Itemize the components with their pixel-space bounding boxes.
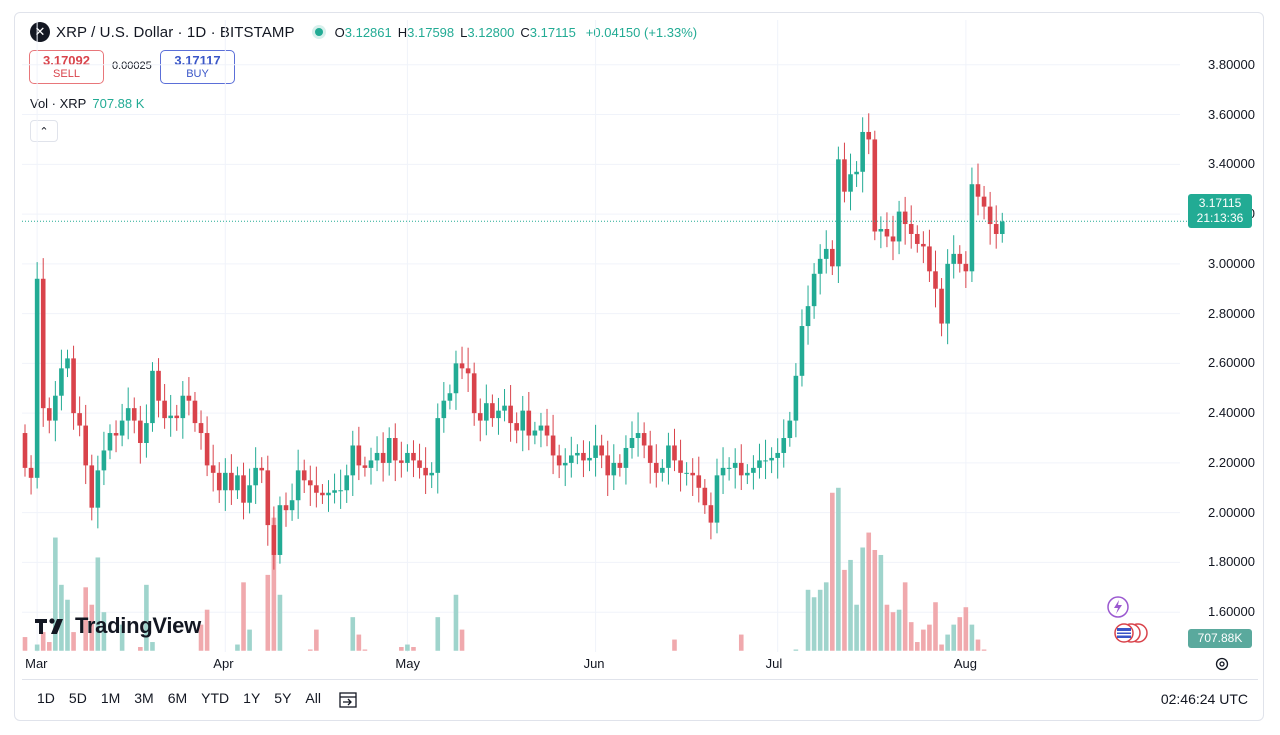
high-label: H	[397, 24, 408, 40]
tradingview-logo-icon	[35, 618, 63, 634]
low-value: 3.12800	[467, 24, 515, 40]
change-value: +0.04150 (+1.33%)	[585, 24, 698, 40]
open-label: O	[334, 24, 345, 40]
xrp-x-icon[interactable]: ✕	[30, 22, 50, 42]
x-tick-label: Aug	[953, 656, 977, 671]
toolbar-separator	[22, 679, 1258, 680]
y-tick-label: 3.00000	[1208, 255, 1255, 271]
range-3m[interactable]: 3M	[134, 690, 154, 706]
range-5y[interactable]: 5Y	[274, 690, 292, 706]
x-tick-label: Jun	[583, 656, 605, 671]
settings-gear-icon[interactable]	[1214, 656, 1230, 672]
range-toolbar: 1D 5D 1M 3M 6M YTD 1Y 5Y All	[30, 690, 328, 706]
y-tick-label: 3.60000	[1208, 106, 1255, 122]
market-status-dot[interactable]	[314, 28, 323, 36]
tradingview-logo-text: TradingView	[75, 613, 201, 638]
low-label: L	[460, 24, 468, 40]
volume-label: Vol · XRP	[30, 96, 87, 111]
open-value: 3.12861	[344, 24, 392, 40]
sell-price: 3.17092	[43, 53, 90, 68]
close-label: C	[520, 24, 530, 40]
chevron-up-icon: ⌃	[39, 125, 49, 138]
high-value: 3.17598	[407, 24, 455, 40]
collapse-legend-button[interactable]: ⌃	[30, 120, 58, 142]
x-tick-label: Apr	[213, 656, 234, 671]
bar-countdown: 21:13:36	[1196, 211, 1244, 225]
y-tick-label: 2.20000	[1208, 454, 1255, 470]
y-tick-label: 3.80000	[1208, 56, 1255, 72]
close-value: 3.17115	[529, 24, 576, 40]
spread-value: 0.00025	[112, 60, 152, 72]
range-1m[interactable]: 1M	[100, 690, 121, 706]
tradingview-logo[interactable]: TradingView	[33, 613, 201, 639]
y-tick-label: 1.60000	[1208, 604, 1255, 620]
range-1d[interactable]: 1D	[37, 690, 55, 706]
symbol-header: ✕ XRP / U.S. Dollar · 1D · BITSTAMP O3.1…	[30, 22, 697, 42]
buy-button[interactable]: 3.17117 BUY	[160, 50, 235, 84]
range-all[interactable]: All	[305, 690, 321, 706]
sell-button[interactable]: 3.17092 SELL	[29, 50, 104, 84]
y-tick-label: 3.40000	[1208, 156, 1255, 172]
y-tick-label: 2.00000	[1208, 504, 1255, 520]
event-markers[interactable]	[1100, 594, 1152, 648]
last-price-tag: 3.17115 21:13:36	[1188, 194, 1252, 228]
range-5d[interactable]: 5D	[68, 690, 87, 706]
x-tick-label: Jul	[765, 656, 783, 671]
symbol-title[interactable]: XRP / U.S. Dollar · 1D · BITSTAMP	[56, 23, 295, 41]
volume-value: 707.88 K	[92, 96, 145, 111]
volume-legend[interactable]: Vol · XRP 707.88 K	[30, 96, 144, 111]
date-range-icon[interactable]	[338, 690, 358, 708]
chart-frame	[14, 12, 1264, 721]
x-tick-label: Mar	[25, 656, 48, 671]
y-tick-label: 2.80000	[1208, 305, 1255, 321]
buy-price: 3.17117	[174, 53, 221, 68]
range-1y[interactable]: 1Y	[243, 690, 261, 706]
range-ytd[interactable]: YTD	[201, 690, 230, 706]
y-tick-label: 2.40000	[1208, 405, 1255, 421]
buy-label: BUY	[186, 68, 209, 80]
sell-label: SELL	[53, 68, 80, 80]
last-price-value: 3.17115	[1198, 196, 1242, 210]
volume-tag: 707.88K	[1188, 629, 1252, 648]
x-tick-label: May	[395, 656, 420, 671]
range-6m[interactable]: 6M	[167, 690, 188, 706]
y-tick-label: 2.60000	[1208, 355, 1255, 371]
y-tick-label: 1.80000	[1208, 554, 1255, 570]
ohlc-legend: O3.12861 H3.17598 L3.12800 C3.17115 +0.0…	[335, 25, 697, 40]
utc-clock[interactable]: 02:46:24 UTC	[1160, 691, 1248, 707]
